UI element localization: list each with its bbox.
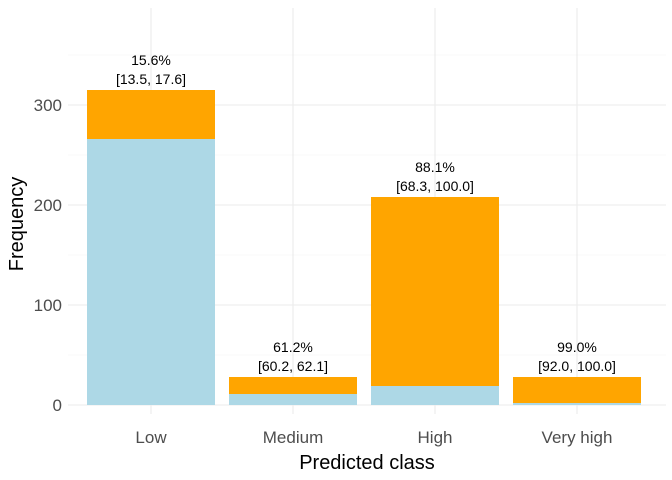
y-tick-label: 100 xyxy=(34,296,62,315)
x-tick-label: Very high xyxy=(542,428,613,447)
bar-label-interval: [92.0, 100.0] xyxy=(538,358,616,374)
y-tick-label: 0 xyxy=(53,396,62,415)
bars xyxy=(87,90,641,405)
bar-very-high-segment-2 xyxy=(513,377,641,403)
bar-label-interval: [60.2, 62.1] xyxy=(258,358,328,374)
bar-medium-segment-1 xyxy=(229,394,357,405)
x-tick-label: Medium xyxy=(263,428,323,447)
y-tick-label: 200 xyxy=(34,196,62,215)
bar-label-percent: 88.1% xyxy=(415,159,455,175)
bar-high-segment-2 xyxy=(371,197,499,386)
x-axis-title: Predicted class xyxy=(299,452,435,474)
bar-high-segment-1 xyxy=(371,386,499,405)
bar-label-percent: 61.2% xyxy=(273,339,313,355)
bar-labels: 15.6% [13.5, 17.6] 61.2% [60.2, 62.1] 88.1% [… xyxy=(116,52,616,374)
bar-label-percent: 99.0% xyxy=(557,339,597,355)
bar-low-segment-2 xyxy=(87,90,215,139)
bar-medium-segment-2 xyxy=(229,377,357,394)
bar-label-interval: [68.3, 100.0] xyxy=(396,178,474,194)
y-tick-label: 300 xyxy=(34,96,62,115)
bar-label-interval: [13.5, 17.6] xyxy=(116,71,186,87)
bar-very-high-segment-1 xyxy=(513,403,641,405)
x-tick-label: High xyxy=(418,428,453,447)
y-axis-title: Frequency xyxy=(6,177,28,272)
x-axis-ticks: Low Medium High Very high xyxy=(135,428,612,447)
bar-low-segment-1 xyxy=(87,139,215,405)
x-tick-label: Low xyxy=(135,428,167,447)
bar-label-percent: 15.6% xyxy=(131,52,171,68)
y-axis-ticks: 0 100 200 300 xyxy=(34,96,62,415)
